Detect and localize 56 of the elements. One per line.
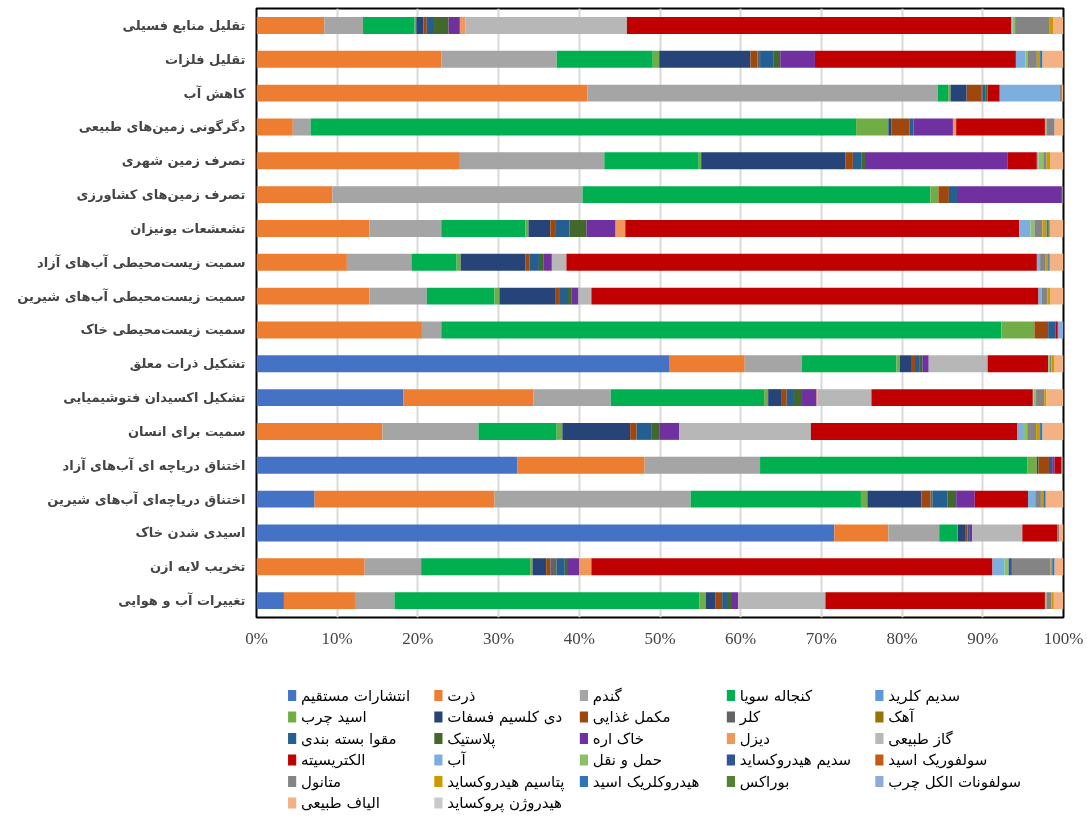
x-tick-label: 0% [245,628,268,648]
legend-label: هیدروکلریک اسید [592,772,700,791]
legend-label: انتشارات مستقیم [301,686,411,705]
y-tick-label: دگرگونی زمین‌های طبیعی [78,119,246,135]
legend-label: کلر [738,708,762,726]
y-tick-label: تشکیل ذرات معلق [129,356,246,372]
x-tick-label: 90% [967,628,999,648]
legend-label: سدیم هیدروکساید [739,751,852,769]
legend-label: مقوا بسته بندی [301,729,397,748]
y-tick-label: تخریب لایه ازن [149,559,246,575]
y-tick-label: اختناق دریاچه ای آب‌های آزاد [62,456,246,473]
legend-label: مکمل غذایی [592,708,671,726]
legend-label: اسید چرب [301,708,367,726]
legend-label: گاز طبیعی [888,729,954,748]
y-tick-label: تشعشعات یونیزان [130,220,246,236]
x-tick-label: 100% [1043,628,1084,648]
x-tick-label: 50% [644,628,676,648]
y-tick-label: تشکیل اکسیدان فتوشیمیایی [63,390,246,406]
x-tick-label: 30% [483,628,515,648]
legend-label: سولفونات الکل چرب [888,772,1021,791]
y-tick-label: اختناق دریاچه‌ای آب‌های شیرین [47,490,246,507]
legend-label: متانول [301,772,342,791]
legend-label: دیزل [739,729,770,748]
y-tick-label: کاهش آب [183,84,246,101]
y-tick-label: تغییرات آب و هوایی [118,592,246,609]
legend-label: خاک اره [592,729,645,748]
legend-label: پلاستیک [447,729,496,749]
legend-label: هیدروژن پروکساید [447,794,563,813]
y-tick-label: اسیدی شدن خاک [135,525,246,541]
y-tick-label: تقلیل منابع فسیلی [122,17,246,33]
x-tick-label: 40% [563,628,595,648]
x-tick-label: 10% [321,628,353,648]
y-tick-label: سمیت زیست‌محیطی آب‌های آزاد [37,253,246,270]
legend-label: بوراکس [739,772,790,791]
legend-label: حمل و نقل [592,751,663,769]
legend-label: آهک [888,708,915,726]
y-tick-label: سمیت برای انسان [128,423,246,439]
y-tick-label: سمیت زیست‌محیطی خاک [80,322,246,338]
y-tick-label: تصرف زمین‌های کشاورزی [76,187,246,203]
legend-label: پتاسیم هیدروکساید [447,772,565,792]
legend-label: ذرت [447,686,476,705]
y-tick-label: تقلیل فلزات [165,51,246,67]
legend-label: سدیم کلرید [888,686,961,705]
legend-label: دی کلسیم فسفات [447,708,563,726]
y-tick-label: سمیت زیست‌محیطی آب‌های شیرین [17,287,246,304]
x-tick-label: 70% [805,628,837,648]
legend-label: الکتریسیته [301,751,366,769]
x-tick-label: 60% [725,628,757,648]
y-tick-label: تصرف زمین شهری [121,153,246,169]
legend-label: الیاف طبیعی [301,794,380,812]
legend-label: سولفوریک اسید [888,751,988,769]
legend-label: گندم [592,686,623,705]
x-tick-label: 20% [402,628,434,648]
x-tick-label: 80% [886,628,918,648]
legend-label: کنجاله سویا [739,686,814,705]
legend-label: آب [447,751,467,769]
